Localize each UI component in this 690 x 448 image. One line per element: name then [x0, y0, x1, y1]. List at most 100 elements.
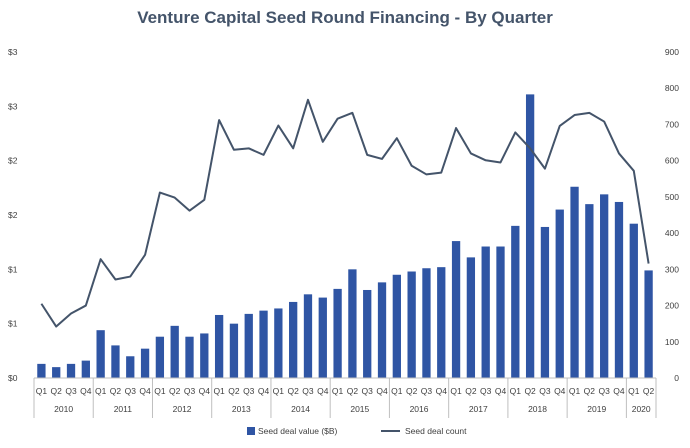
x-tick-label: Q2 — [406, 386, 418, 396]
bar — [214, 314, 224, 378]
legend-label-deal-value: Seed deal value ($B) — [258, 426, 338, 436]
x-tick-label: Q3 — [125, 386, 137, 396]
left-axis-tick-label: $2 — [8, 210, 18, 220]
bar — [644, 270, 653, 378]
bar — [422, 268, 431, 378]
year-group-label: 2016 — [410, 404, 429, 414]
right-axis-tick-label: 700 — [665, 119, 679, 129]
year-group-label: 2020 — [632, 404, 651, 414]
right-axis-tick-label: 900 — [665, 47, 679, 57]
x-tick-label: Q4 — [613, 386, 625, 396]
bar — [66, 363, 76, 378]
x-tick-label: Q1 — [628, 386, 640, 396]
x-axis: Q1 Q2 Q3 Q4 Q1 Q2 Q3 Q4 Q1 Q2 Q3 Q4 Q1 Q2 Q3 Q4 Q1 Q2 Q3 Q4… — [33, 377, 657, 418]
bar — [126, 356, 135, 378]
bar — [111, 345, 120, 378]
bar — [81, 360, 90, 378]
left-axis-tick-label: $0 — [8, 373, 18, 383]
bar — [481, 246, 490, 378]
x-tick-label: Q2 — [643, 386, 655, 396]
right-axis-tick-label: 300 — [665, 264, 679, 274]
x-tick-label: Q1 — [154, 386, 166, 396]
legend-label-deal-count: Seed deal count — [405, 426, 467, 436]
bar — [555, 209, 564, 378]
x-tick-label: Q1 — [391, 386, 403, 396]
legend-swatch-deal-value — [247, 427, 255, 435]
bar — [525, 94, 535, 378]
right-axis-tick-label: 0 — [674, 373, 679, 383]
bar — [570, 186, 579, 378]
bar — [585, 204, 594, 378]
x-tick-label: Q1 — [332, 386, 344, 396]
bar — [37, 363, 46, 378]
x-tick-label: Q3 — [243, 386, 255, 396]
year-group-label: 2010 — [54, 404, 73, 414]
x-tick-label: Q1 — [450, 386, 462, 396]
legend: Seed deal value ($B) Seed deal count — [247, 426, 467, 436]
left-axis-tick-label: $3 — [8, 47, 18, 57]
x-tick-label: Q1 — [569, 386, 581, 396]
right-axis-tick-label: 600 — [665, 156, 679, 166]
x-tick-label: Q4 — [317, 386, 329, 396]
bar-series — [37, 94, 653, 378]
bar — [348, 269, 357, 378]
bar — [170, 325, 179, 378]
x-tick-label: Q2 — [51, 386, 63, 396]
bar — [511, 225, 520, 378]
right-axis-tick-label: 500 — [665, 192, 679, 202]
bar — [289, 301, 298, 378]
bar — [437, 267, 446, 378]
year-group-label: 2011 — [114, 404, 133, 414]
left-axis-tick-label: $1 — [8, 319, 18, 329]
x-tick-label: Q4 — [139, 386, 151, 396]
left-axis-tick-label: $1 — [8, 264, 18, 274]
year-group-label: 2019 — [587, 404, 606, 414]
x-tick-label: Q3 — [598, 386, 610, 396]
bar — [52, 367, 61, 378]
bar — [392, 274, 401, 378]
bar — [377, 282, 387, 378]
bar — [600, 194, 609, 378]
left-axis-ticks: $0 $1 $1 $2 $2 $3 $3 — [8, 47, 18, 383]
x-tick-label: Q3 — [302, 386, 314, 396]
bar — [140, 348, 150, 378]
x-tick-label: Q2 — [584, 386, 596, 396]
bar — [540, 226, 550, 378]
bar — [451, 241, 461, 378]
right-axis-tick-label: 800 — [665, 83, 679, 93]
x-tick-label: Q3 — [65, 386, 77, 396]
right-axis-tick-label: 200 — [665, 301, 679, 311]
bar — [185, 336, 194, 378]
bar — [229, 323, 239, 378]
year-group-label: 2014 — [291, 404, 310, 414]
x-tick-label: Q3 — [421, 386, 433, 396]
bar — [259, 310, 268, 378]
x-tick-label: Q3 — [480, 386, 492, 396]
x-tick-label: Q1 — [95, 386, 107, 396]
bar — [629, 223, 638, 378]
bar — [407, 271, 416, 378]
bar — [244, 313, 253, 378]
x-tick-label: Q4 — [258, 386, 270, 396]
year-group-label: 2013 — [232, 404, 251, 414]
x-tick-label: Q4 — [80, 386, 92, 396]
x-tick-label: Q2 — [110, 386, 122, 396]
x-tick-label: Q3 — [362, 386, 374, 396]
left-axis-tick-label: $2 — [8, 156, 18, 166]
x-tick-label: Q4 — [554, 386, 566, 396]
line-series — [40, 98, 650, 328]
deal-count-line — [40, 98, 650, 328]
x-tick-label: Q2 — [287, 386, 299, 396]
right-axis-ticks: 0 100 200 300 400 500 600 700 800 900 — [665, 47, 679, 383]
year-group-label: 2018 — [528, 404, 547, 414]
x-tick-label: Q3 — [539, 386, 551, 396]
x-tick-label: Q4 — [436, 386, 448, 396]
bar — [333, 288, 342, 378]
bar — [318, 297, 327, 378]
bar — [614, 201, 624, 378]
x-tick-label: Q4 — [495, 386, 507, 396]
x-tick-label: Q4 — [199, 386, 211, 396]
year-group-label: 2012 — [173, 404, 192, 414]
